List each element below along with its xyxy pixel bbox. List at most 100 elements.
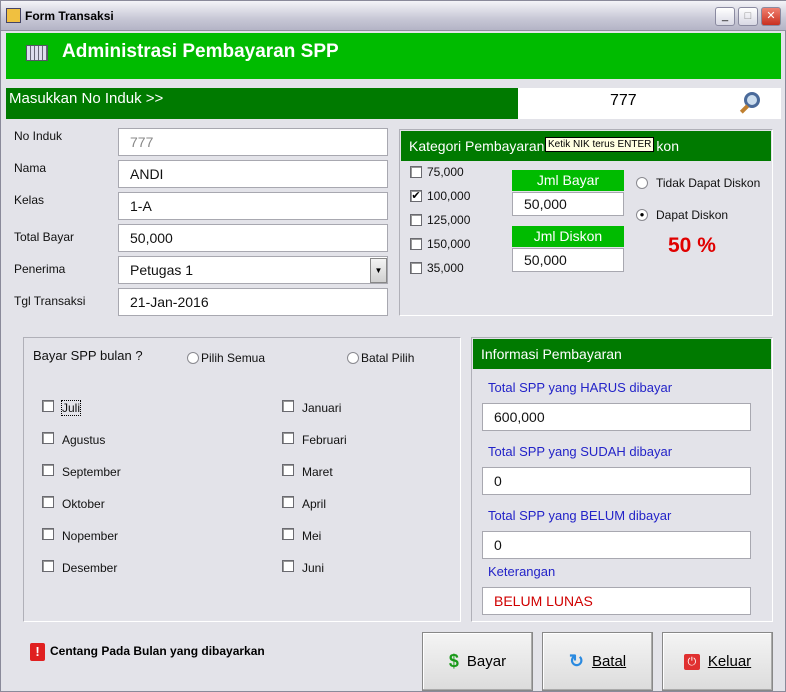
batal-pilih-radio[interactable] — [347, 352, 359, 364]
tooltip: Ketik NIK terus ENTER — [545, 137, 655, 152]
field-label: Total Bayar — [14, 230, 75, 244]
kategori-title: Kategori Pembayaran — [409, 138, 545, 154]
month-label: April — [302, 497, 327, 511]
no-induk-search-input[interactable]: 777 — [518, 88, 781, 119]
kategori-option-label: 75,000 — [427, 165, 464, 179]
pilih-semua-label: Pilih Semua — [201, 351, 266, 365]
page-title: Administrasi Pembayaran SPP — [62, 41, 339, 62]
harus-label: Total SPP yang HARUS dibayar — [488, 380, 673, 395]
belum-input[interactable]: 0 — [482, 531, 751, 559]
month-label: Agustus — [62, 433, 106, 447]
harus-input[interactable]: 600,000 — [482, 403, 751, 431]
month-label: Januari — [302, 401, 342, 415]
kategori-checkbox[interactable]: ✔ — [410, 190, 422, 202]
info-panel: Informasi Pembayaran Total SPP yang HARU… — [471, 337, 773, 622]
month-label: Februari — [302, 433, 347, 447]
keterangan-input[interactable]: BELUM LUNAS — [482, 587, 751, 615]
bulan-title: Bayar SPP bulan ? — [33, 348, 143, 363]
month-checkbox[interactable] — [42, 400, 54, 412]
month-label: Mei — [302, 529, 322, 543]
month-checkbox[interactable] — [282, 560, 294, 572]
jml-diskon-input[interactable]: 50,000 — [512, 248, 624, 272]
power-icon: ⏻ — [683, 653, 700, 670]
kategori-option-label: 125,000 — [427, 213, 471, 227]
month-checkbox[interactable] — [282, 432, 294, 444]
app-icon — [6, 8, 21, 23]
radio-tidak-label: Tidak Dapat Diskon — [656, 176, 761, 190]
month-checkbox[interactable] — [282, 400, 294, 412]
search-value: 777 — [610, 92, 637, 109]
bayar-button[interactable]: $ Bayar — [422, 632, 533, 691]
search-label: Masukkan No Induk >> — [9, 90, 164, 107]
kategori-checkbox[interactable] — [410, 166, 422, 178]
penerima-dropdown-button[interactable]: ▼ — [370, 258, 387, 283]
warning-icon: ! — [30, 643, 45, 661]
magnifier-handle — [739, 104, 750, 114]
month-label: Desember — [62, 561, 118, 575]
info-title: Informasi Pembayaran — [473, 339, 771, 369]
bayar-label: Bayar — [466, 653, 507, 670]
kategori-checkbox[interactable] — [410, 262, 422, 274]
kategori-panel: Kategori Pembayaran kon 75,000 ✔ 100,000 1… — [399, 129, 773, 316]
field-label: Kelas — [14, 193, 45, 207]
magnifier-icon[interactable] — [744, 92, 760, 108]
diskon-percent: 50 % — [668, 234, 716, 257]
field-label: Nama — [14, 161, 47, 175]
footer-note: Centang Pada Bulan yang dibayarkan — [50, 644, 265, 658]
jml-diskon-label: Jml Diskon — [512, 226, 624, 247]
month-checkbox[interactable] — [282, 528, 294, 540]
radio-dapat-label: Dapat Diskon — [656, 208, 729, 222]
batal-label: Batal — [591, 653, 627, 670]
dollar-icon: $ — [448, 651, 459, 671]
month-checkbox[interactable] — [42, 528, 54, 540]
field-input[interactable]: 21-Jan-2016 — [118, 288, 388, 316]
month-checkbox[interactable] — [42, 432, 54, 444]
field-label: No Induk — [14, 129, 63, 143]
bulan-panel: Bayar SPP bulan ? Pilih Semua Batal Pili… — [23, 337, 461, 622]
month-checkbox[interactable] — [42, 464, 54, 476]
month-checkbox[interactable] — [42, 496, 54, 508]
keluar-button[interactable]: ⏻ Keluar — [662, 632, 773, 691]
field-label: Penerima — [14, 262, 66, 276]
month-label: Juli — [60, 400, 82, 416]
kategori-checkbox[interactable] — [410, 238, 422, 250]
minimize-button[interactable]: _ — [715, 7, 735, 26]
kategori-option-label: 100,000 — [427, 189, 471, 203]
jml-bayar-label: Jml Bayar — [512, 170, 624, 191]
kategori-checkbox[interactable] — [410, 214, 422, 226]
sudah-input[interactable]: 0 — [482, 467, 751, 495]
radio-dapat-diskon[interactable]: ● — [636, 209, 648, 221]
month-checkbox[interactable] — [42, 560, 54, 572]
maximize-button[interactable]: □ — [738, 7, 758, 26]
keluar-label: Keluar — [707, 653, 752, 670]
batal-pilih-label: Batal Pilih — [361, 351, 415, 365]
field-input[interactable]: Petugas 1 — [118, 256, 388, 284]
field-input[interactable]: ANDI — [118, 160, 388, 188]
title-bar: Form Transaksi _ □ ✕ — [1, 1, 786, 31]
keyboard-icon — [26, 45, 48, 61]
field-input[interactable]: 777 — [118, 128, 388, 156]
keterangan-label: Keterangan — [488, 564, 556, 579]
month-checkbox[interactable] — [282, 496, 294, 508]
window-title: Form Transaksi — [25, 9, 114, 23]
pilih-semua-radio[interactable] — [187, 352, 199, 364]
month-label: Nopember — [62, 529, 119, 543]
field-label: Tgl Transaksi — [14, 294, 86, 308]
month-checkbox[interactable] — [282, 464, 294, 476]
batal-button[interactable]: ↻ Batal — [542, 632, 653, 691]
kategori-option-label: 35,000 — [427, 261, 464, 275]
field-input[interactable]: 1-A — [118, 192, 388, 220]
header-banner: Administrasi Pembayaran SPP — [6, 33, 781, 79]
close-button[interactable]: ✕ — [761, 7, 781, 26]
field-input[interactable]: 50,000 — [118, 224, 388, 252]
month-label: Juni — [302, 561, 325, 575]
month-label: Maret — [302, 465, 333, 479]
kategori-title-tail: kon — [656, 138, 679, 154]
radio-tidak-dapat-diskon[interactable] — [636, 177, 648, 189]
jml-bayar-input[interactable]: 50,000 — [512, 192, 624, 216]
kategori-option-label: 150,000 — [427, 237, 471, 251]
refresh-icon: ↻ — [568, 651, 584, 671]
search-label-bar: Masukkan No Induk >> — [6, 88, 518, 119]
belum-label: Total SPP yang BELUM dibayar — [488, 508, 672, 523]
month-label: September — [62, 465, 121, 479]
